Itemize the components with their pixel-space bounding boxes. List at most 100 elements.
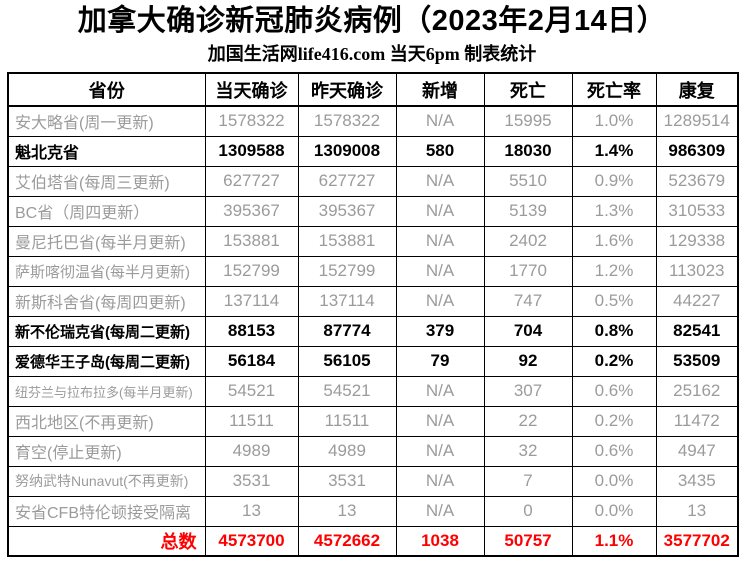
recovered-cell: 11472	[655, 405, 739, 437]
today-cell: 11511	[204, 405, 299, 437]
deaths-cell: 22	[483, 405, 573, 437]
deaths-cell: 5139	[483, 195, 573, 227]
page-title: 加拿大确诊新冠肺炎病例（2023年2月14日）	[77, 5, 667, 37]
deaths-cell: 0	[483, 495, 573, 527]
recovered-cell: 3435	[655, 465, 739, 497]
yesterday-cell: 4989	[297, 435, 397, 467]
province-cell: 爱德华王子岛(每周二更新)	[7, 345, 206, 377]
table-row: 艾伯塔省(每周三更新) 627727 627727 N/A 5510 0.9% 523679	[7, 165, 739, 197]
table-row: 新不伦瑞克省(每周二更新) 88153 87774 379 704 0.8% 82541	[7, 315, 739, 347]
table-row: 西北地区(不再更新) 11511 11511 N/A 22 0.2% 11472	[7, 405, 739, 437]
recovered-cell: 13	[655, 495, 739, 527]
column-header-5: 死亡率	[571, 72, 657, 107]
death-rate-cell: 0.0%	[571, 465, 657, 497]
table-row: 纽芬兰与拉布拉多(每半月更新) 54521 54521 N/A 307 0.6% 25162	[7, 375, 739, 407]
table-row: 曼尼托巴省(每半月更新) 153881 153881 N/A 2402 1.6% 12933…	[7, 225, 739, 257]
table-header-row: 省份 当天确诊 昨天确诊 新增 死亡 死亡率 康复	[7, 72, 739, 107]
deaths-cell: 18030	[483, 135, 573, 167]
new-cell: N/A	[395, 225, 485, 257]
province-cell: 曼尼托巴省(每半月更新)	[7, 225, 206, 257]
total-deaths-cell: 50757	[483, 525, 573, 557]
today-cell: 1578322	[204, 105, 299, 137]
death-rate-cell: 0.2%	[571, 405, 657, 437]
deaths-cell: 7	[483, 465, 573, 497]
province-cell: 育空(停止更新)	[7, 435, 206, 467]
yesterday-cell: 3531	[297, 465, 397, 497]
column-header-4: 死亡	[483, 72, 573, 107]
province-cell: 萨斯喀彻温省(每半月更新)	[7, 255, 206, 287]
province-cell: BC省（周四更新）	[7, 195, 206, 227]
today-cell: 3531	[204, 465, 299, 497]
province-cell: 魁北克省	[7, 135, 206, 167]
column-header-2: 昨天确诊	[297, 72, 397, 107]
yesterday-cell: 56105	[297, 345, 397, 377]
today-cell: 4989	[204, 435, 299, 467]
death-rate-cell: 1.0%	[571, 105, 657, 137]
deaths-cell: 2402	[483, 225, 573, 257]
table-row: 魁北克省 1309588 1309008 580 18030 1.4% 986309	[7, 135, 739, 167]
today-cell: 137114	[204, 285, 299, 317]
column-header-3: 新增	[395, 72, 485, 107]
total-row: 总数 4573700 4572662 1038 50757 1.1% 3577702	[7, 525, 739, 557]
total-recovered-cell: 3577702	[655, 525, 739, 557]
deaths-cell: 307	[483, 375, 573, 407]
deaths-cell: 1770	[483, 255, 573, 287]
death-rate-cell: 0.6%	[571, 435, 657, 467]
yesterday-cell: 13	[297, 495, 397, 527]
deaths-cell: 704	[483, 315, 573, 347]
today-cell: 54521	[204, 375, 299, 407]
death-rate-cell: 0.5%	[571, 285, 657, 317]
table-row: BC省（周四更新） 395367 395367 N/A 5139 1.3% 310533	[7, 195, 739, 227]
yesterday-cell: 87774	[297, 315, 397, 347]
yesterday-cell: 54521	[297, 375, 397, 407]
new-cell: N/A	[395, 255, 485, 287]
deaths-cell: 92	[483, 345, 573, 377]
yesterday-cell: 11511	[297, 405, 397, 437]
recovered-cell: 82541	[655, 315, 739, 347]
death-rate-cell: 1.6%	[571, 225, 657, 257]
recovered-cell: 986309	[655, 135, 739, 167]
new-cell: 580	[395, 135, 485, 167]
new-cell: N/A	[395, 195, 485, 227]
recovered-cell: 1289514	[655, 105, 739, 137]
deaths-cell: 747	[483, 285, 573, 317]
province-cell: 艾伯塔省(每周三更新)	[7, 165, 206, 197]
today-cell: 152799	[204, 255, 299, 287]
province-cell: 努纳武特Nunavut(不再更新)	[7, 465, 206, 497]
province-cell: 西北地区(不再更新)	[7, 405, 206, 437]
column-header-6: 康复	[655, 72, 739, 107]
table-row: 育空(停止更新) 4989 4989 N/A 32 0.6% 4947	[7, 435, 739, 467]
covid-stats-table: 省份 当天确诊 昨天确诊 新增 死亡 死亡率 康复 安大略省(周一更新) 1578322 157…	[7, 72, 739, 557]
deaths-cell: 15995	[483, 105, 573, 137]
new-cell: N/A	[395, 495, 485, 527]
table-row: 努纳武特Nunavut(不再更新) 3531 3531 N/A 7 0.0% 3435	[7, 465, 739, 497]
today-cell: 56184	[204, 345, 299, 377]
yesterday-cell: 627727	[297, 165, 397, 197]
yesterday-cell: 1309008	[297, 135, 397, 167]
new-cell: N/A	[395, 405, 485, 437]
province-cell: 安省CFB特伦顿接受隔离	[7, 495, 206, 527]
today-cell: 395367	[204, 195, 299, 227]
death-rate-cell: 0.0%	[571, 495, 657, 527]
page-subtitle: 加国生活网life416.com 当天6pm 制表统计	[207, 44, 537, 64]
yesterday-cell: 152799	[297, 255, 397, 287]
death-rate-cell: 1.2%	[571, 255, 657, 287]
new-cell: N/A	[395, 285, 485, 317]
table-row: 安省CFB特伦顿接受隔离 13 13 N/A 0 0.0% 13	[7, 495, 739, 527]
recovered-cell: 310533	[655, 195, 739, 227]
new-cell: N/A	[395, 105, 485, 137]
yesterday-cell: 153881	[297, 225, 397, 257]
recovered-cell: 44227	[655, 285, 739, 317]
new-cell: N/A	[395, 375, 485, 407]
new-cell: N/A	[395, 165, 485, 197]
total-new-cell: 1038	[395, 525, 485, 557]
yesterday-cell: 1578322	[297, 105, 397, 137]
death-rate-cell: 1.4%	[571, 135, 657, 167]
recovered-cell: 53509	[655, 345, 739, 377]
new-cell: 79	[395, 345, 485, 377]
recovered-cell: 4947	[655, 435, 739, 467]
new-cell: N/A	[395, 435, 485, 467]
death-rate-cell: 0.9%	[571, 165, 657, 197]
table-row: 安大略省(周一更新) 1578322 1578322 N/A 15995 1.0% 1289…	[7, 105, 739, 137]
today-cell: 1309588	[204, 135, 299, 167]
